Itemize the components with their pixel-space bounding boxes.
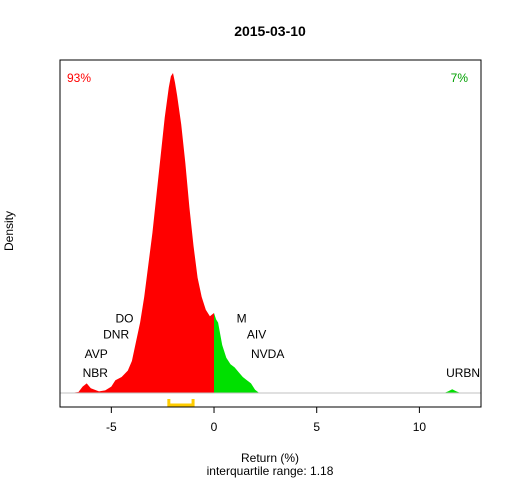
iqr-subtitle: interquartile range: 1.18 bbox=[207, 464, 334, 478]
ticker-annotation: DO bbox=[115, 312, 133, 326]
ticker-annotation: NBR bbox=[83, 366, 109, 380]
y-axis-label: Density bbox=[2, 211, 16, 251]
outlier-return-area bbox=[444, 389, 461, 393]
chart-title: 2015-03-10 bbox=[234, 23, 306, 39]
ticker-annotation: AIV bbox=[247, 328, 266, 342]
x-tick-label: 5 bbox=[313, 420, 320, 434]
plot-frame bbox=[59, 59, 482, 408]
x-tick-label: -5 bbox=[106, 420, 117, 434]
negative-percent-label: 93% bbox=[67, 71, 91, 85]
positive-percent-label: 7% bbox=[451, 71, 469, 85]
iqr-bracket bbox=[167, 399, 195, 407]
x-tick-label: 10 bbox=[413, 420, 427, 434]
ticker-annotation: URBN bbox=[446, 366, 480, 380]
x-tick-label: 0 bbox=[211, 420, 218, 434]
negative-return-area bbox=[70, 73, 214, 393]
ticker-annotation: M bbox=[237, 312, 247, 326]
x-axis-label: Return (%) bbox=[241, 451, 299, 465]
ticker-annotation: AVP bbox=[85, 347, 108, 361]
ticker-annotation: DNR bbox=[103, 328, 129, 342]
ticker-annotation: NVDA bbox=[251, 347, 284, 361]
positive-return-area bbox=[214, 313, 260, 393]
